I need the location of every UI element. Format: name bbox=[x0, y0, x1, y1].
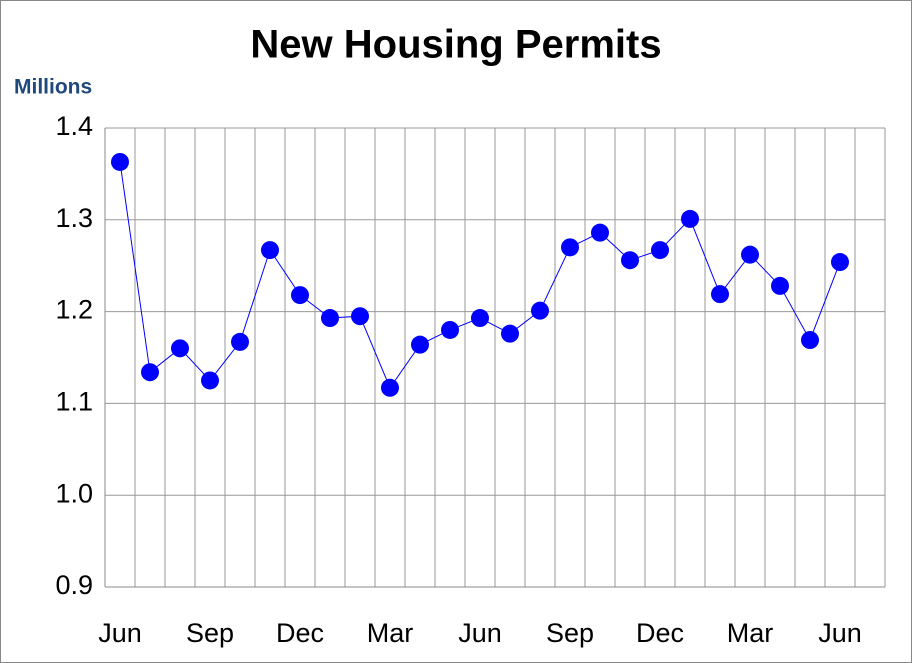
x-tick-label: Dec bbox=[276, 618, 324, 648]
data-point bbox=[651, 241, 669, 260]
data-point bbox=[771, 276, 789, 295]
x-tick-label: Sep bbox=[546, 618, 594, 648]
data-point bbox=[351, 307, 369, 326]
data-point bbox=[471, 309, 489, 328]
data-point bbox=[561, 238, 579, 257]
chart-title: New Housing Permits bbox=[250, 23, 661, 67]
data-point bbox=[141, 363, 159, 382]
data-point bbox=[441, 320, 459, 339]
data-point bbox=[231, 332, 249, 351]
y-tick-label: 1.1 bbox=[55, 387, 93, 417]
y-axis-label: Millions bbox=[14, 76, 92, 99]
x-tick-label: Sep bbox=[186, 618, 234, 648]
x-tick-label: Jun bbox=[458, 618, 502, 648]
x-tick-label: Dec bbox=[636, 618, 684, 648]
data-point bbox=[321, 309, 339, 328]
data-point bbox=[291, 286, 309, 305]
data-point bbox=[501, 324, 519, 343]
data-point bbox=[381, 378, 399, 397]
x-tick-label: Mar bbox=[367, 618, 414, 648]
y-tick-label: 1.2 bbox=[55, 295, 93, 325]
y-tick-label: 1.3 bbox=[55, 203, 93, 233]
data-point bbox=[411, 335, 429, 354]
data-point bbox=[111, 152, 129, 171]
x-tick-label: Jun bbox=[818, 618, 862, 648]
data-point bbox=[261, 241, 279, 260]
data-point bbox=[201, 371, 219, 390]
data-point bbox=[171, 339, 189, 358]
data-point bbox=[711, 285, 729, 304]
x-tick-label: Jun bbox=[98, 618, 142, 648]
y-tick-label: 1.0 bbox=[55, 478, 93, 508]
data-point bbox=[621, 251, 639, 270]
data-point bbox=[741, 245, 759, 264]
data-point bbox=[531, 301, 549, 320]
x-tick-label: Mar bbox=[727, 618, 774, 648]
data-point bbox=[831, 253, 849, 272]
data-point bbox=[801, 331, 819, 350]
data-point bbox=[591, 223, 609, 242]
data-point bbox=[681, 209, 699, 228]
y-tick-label: 0.9 bbox=[55, 570, 93, 600]
y-tick-label: 1.4 bbox=[55, 111, 93, 141]
